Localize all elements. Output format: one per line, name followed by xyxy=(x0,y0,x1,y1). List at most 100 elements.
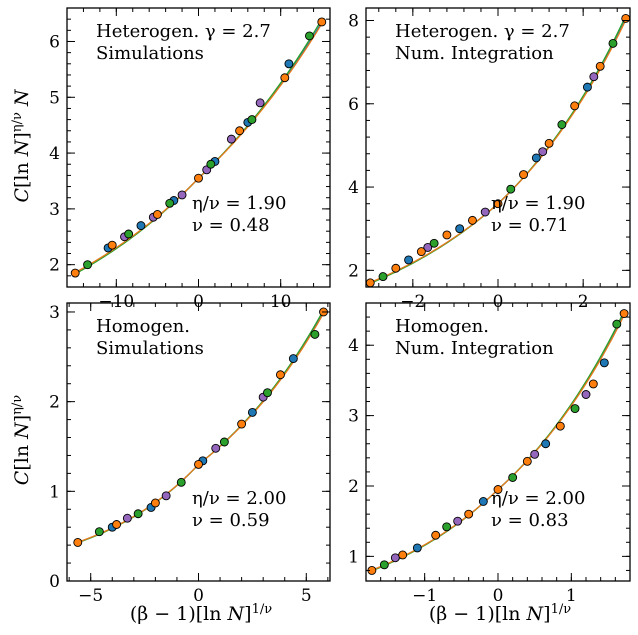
x-tick-label: 1 xyxy=(566,586,577,606)
data-point-blue xyxy=(531,153,541,163)
data-point-green xyxy=(608,38,618,48)
data-point-orange xyxy=(621,13,631,23)
data-point-orange xyxy=(107,240,117,250)
panel-annotation: Heterogen. γ = 2.7 xyxy=(96,21,271,42)
data-point-purple xyxy=(390,553,400,563)
data-point-orange xyxy=(619,309,629,319)
data-point-green xyxy=(219,437,229,447)
data-point-orange xyxy=(70,268,80,278)
data-point-orange xyxy=(317,17,327,27)
panel-annotation: Simulations xyxy=(96,43,204,64)
panel-top-left: −10 0 10 2 3 4 5 6 Heterogen. γ = 2.7Simulations… xyxy=(49,7,331,312)
y-tick-label: 3 xyxy=(49,200,60,220)
data-point-orange xyxy=(365,278,375,288)
data-point-orange xyxy=(431,530,441,540)
data-point-green xyxy=(570,404,580,414)
data-point-green xyxy=(508,473,518,482)
x-tick-label: 0 xyxy=(493,586,504,606)
x-tick-label: 0 xyxy=(193,586,204,606)
y-tick-label: 4 xyxy=(348,336,359,356)
data-point-orange xyxy=(194,459,203,469)
data-point-blue xyxy=(288,354,298,364)
x-tick-label: 0 xyxy=(193,292,204,312)
panel-annotation: Homogen. xyxy=(96,316,190,337)
data-point-blue xyxy=(247,407,257,417)
y-tick-label: 1 xyxy=(49,482,60,502)
data-point-green xyxy=(305,31,314,41)
data-point-purple xyxy=(177,190,187,200)
data-point-blue xyxy=(582,82,592,92)
data-point-purple xyxy=(122,513,132,523)
panel-parameter: ν = 0.83 xyxy=(491,510,569,531)
data-point-orange xyxy=(442,230,452,240)
x-tick-label: 2 xyxy=(578,292,589,312)
x-tick-label: 5 xyxy=(301,586,312,606)
data-point-purple xyxy=(538,147,548,157)
data-point-orange xyxy=(519,170,528,180)
data-point-orange xyxy=(464,509,474,519)
panel-annotation: Homogen. xyxy=(395,316,489,337)
data-point-orange xyxy=(493,199,503,209)
data-point-green xyxy=(165,198,175,208)
data-point-purple xyxy=(589,72,599,82)
data-point-blue xyxy=(136,221,146,231)
data-point-purple xyxy=(226,134,236,144)
data-point-orange xyxy=(73,537,83,547)
data-point-green xyxy=(263,388,272,398)
panel-annotation: Num. Integration xyxy=(395,43,554,64)
panel-parameter: η/ν = 2.00 xyxy=(192,488,286,509)
panel-parameter: ν = 0.48 xyxy=(192,215,270,236)
data-point-blue xyxy=(599,358,609,368)
data-point-green xyxy=(378,272,388,282)
panel-bottom-left: −5 0 5 0 1 2 3 Homogen.Simulations η/ν = 2.00ν =… xyxy=(49,302,331,606)
data-point-purple xyxy=(480,207,490,217)
data-point-orange xyxy=(194,173,203,183)
y-tick-label: 6 xyxy=(348,95,359,115)
data-point-blue xyxy=(541,439,551,449)
data-point-green xyxy=(612,319,622,329)
x-tick-label: −10 xyxy=(98,292,134,312)
y-tick-label: 3 xyxy=(348,407,359,427)
x-axis-label-left: (β − 1)[ln N]1/ν xyxy=(130,602,272,626)
data-point-orange xyxy=(280,73,290,83)
data-point-blue xyxy=(455,224,465,234)
y-axis-label-bottom: C[ln N]η/ν xyxy=(10,395,34,486)
x-tick-label: 10 xyxy=(270,292,292,312)
data-point-green xyxy=(429,238,439,248)
y-tick-label: 5 xyxy=(49,88,60,108)
data-point-blue xyxy=(284,59,294,69)
data-point-green xyxy=(83,260,93,270)
data-point-orange xyxy=(235,126,245,136)
y-tick-label: 4 xyxy=(348,178,359,198)
data-point-green xyxy=(94,527,104,537)
data-point-purple xyxy=(211,443,221,453)
data-point-green xyxy=(133,509,143,519)
data-point-orange xyxy=(555,421,565,431)
panel-parameter: η/ν = 2.00 xyxy=(491,488,585,509)
panel-annotation: Simulations xyxy=(96,338,204,359)
data-point-orange xyxy=(588,379,598,389)
data-point-green xyxy=(442,522,452,532)
data-point-blue xyxy=(412,543,422,553)
panel-annotation: Num. Integration xyxy=(395,338,554,359)
y-tick-label: 2 xyxy=(348,261,359,281)
data-point-green xyxy=(206,159,216,169)
y-tick-label: 0 xyxy=(49,572,60,592)
panel-annotation: Heterogen. γ = 2.7 xyxy=(395,21,570,42)
data-point-orange xyxy=(152,210,162,219)
y-tick-label: 6 xyxy=(49,32,60,52)
data-point-green xyxy=(124,229,134,239)
y-tick-label: 2 xyxy=(49,393,60,413)
x-axis-label-right: (β − 1)[ln N]1/ν xyxy=(429,602,571,626)
data-point-blue xyxy=(478,497,488,506)
panel-parameter: η/ν = 1.90 xyxy=(192,193,286,214)
data-point-purple xyxy=(453,516,463,526)
data-point-green xyxy=(176,477,186,487)
data-point-orange xyxy=(391,263,401,273)
data-point-orange xyxy=(544,138,554,148)
panel-parameter: η/ν = 1.90 xyxy=(491,193,585,214)
data-point-orange xyxy=(522,456,532,466)
